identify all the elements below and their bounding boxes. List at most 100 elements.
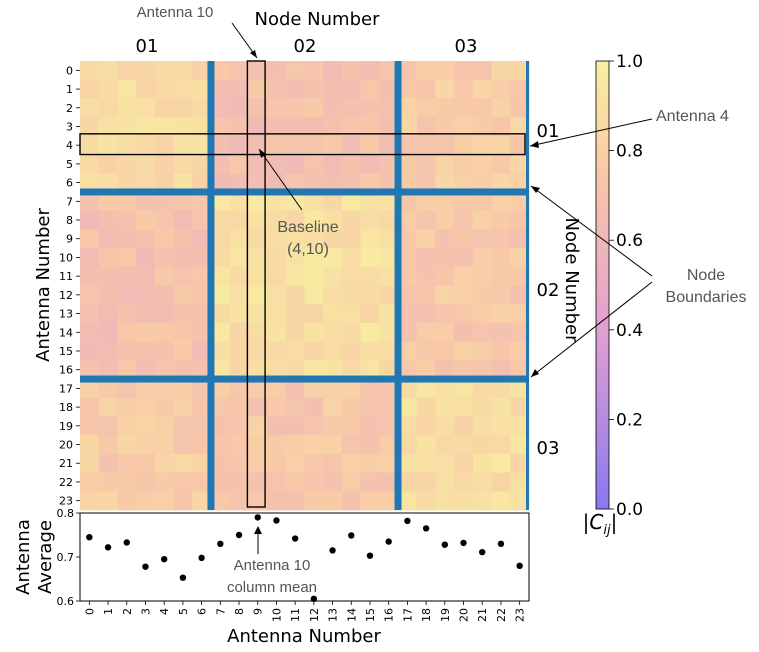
scatter-point [497, 540, 505, 547]
arrow-node-boundary-1 [530, 185, 653, 277]
scatter-x-tick-label: 6 [196, 608, 209, 615]
heatmap-cell [80, 453, 100, 473]
heatmap-cell [154, 379, 174, 399]
scatter-x-tick-label: 2 [121, 608, 134, 615]
scatter-x-tick-label: 16 [383, 608, 396, 622]
heatmap-cell [379, 117, 399, 137]
heatmap-cell [510, 435, 530, 455]
heatmap-cell [491, 285, 511, 305]
heatmap-cell [454, 397, 474, 417]
heatmap-cell [267, 248, 287, 268]
heatmap-cell [229, 248, 249, 268]
heatmap-cell [285, 210, 305, 230]
heatmap-cell [229, 453, 249, 473]
heatmap-cell [435, 397, 455, 417]
row-tick-label: 4 [66, 139, 73, 152]
heatmap-cell [304, 248, 324, 268]
heatmap-cell [117, 173, 137, 193]
heatmap-cell [136, 453, 156, 473]
heatmap-cell [491, 472, 511, 492]
heatmap-cell [136, 266, 156, 286]
heatmap-cell [117, 416, 137, 436]
heatmap-cell [360, 453, 380, 473]
heatmap-cell [491, 248, 511, 268]
arrowhead-column-mean [254, 526, 262, 534]
heatmap-cell [341, 453, 362, 473]
heatmap-cell [435, 117, 455, 137]
heatmap-cell [98, 379, 118, 399]
heatmap-cell [398, 117, 418, 137]
heatmap-cell [210, 61, 231, 81]
annotation-antenna-10: Antenna 10 [137, 4, 214, 21]
heatmap-cell [472, 191, 492, 212]
heatmap-cell [80, 285, 100, 305]
heatmap-cell [173, 98, 193, 118]
heatmap-cell [98, 191, 118, 212]
heatmap-cell [154, 79, 174, 99]
heatmap-cell [454, 341, 474, 361]
highlights [79, 60, 526, 508]
heatmap-cell [323, 379, 343, 399]
heatmap-cell [472, 472, 492, 492]
heatmap-cell [341, 285, 362, 305]
heatmap-cell [136, 98, 156, 118]
heatmap-cell [136, 229, 156, 249]
scatter-point [479, 548, 486, 556]
heatmap-cell [379, 229, 399, 249]
node-label-top-01: 01 [136, 36, 159, 57]
heatmap-cell [285, 379, 305, 399]
heatmap-cell [491, 229, 511, 249]
heatmap-cell [267, 322, 287, 343]
heatmap-cell [491, 379, 511, 399]
colorbar-ticks: 0.0 0.2 0.4 0.6 0.8 1.0 [609, 52, 643, 520]
heatmap-cell [98, 117, 118, 137]
heatmap-cell [379, 173, 399, 193]
heatmap-cell [379, 304, 399, 324]
scatter-point [198, 554, 205, 562]
heatmap-cell [117, 304, 137, 324]
heatmap-cell [379, 285, 399, 305]
heatmap-cell [192, 472, 212, 492]
scatter-point [348, 532, 355, 539]
annotation-antenna-4: Antenna 4 [656, 108, 729, 125]
heatmap-cell [472, 248, 492, 268]
heatmap-cell [435, 322, 455, 343]
heatmap-cells [80, 61, 530, 511]
heatmap-cell [379, 453, 399, 473]
scatter-x-ticks: 0 1 2 3 4 5 6 7 8 9 10 11 12 13 14 15 16 17 18 19 20 21 22 23 [83, 601, 527, 622]
arrow-node-boundary-2 [530, 281, 653, 378]
heatmap-cell [80, 379, 100, 399]
heatmap-cell [304, 154, 324, 174]
heatmap-cell [267, 285, 287, 305]
heatmap-cell [454, 61, 474, 81]
heatmap-cell [491, 98, 511, 118]
heatmap-cell [173, 79, 193, 99]
heatmap-cell [379, 135, 399, 155]
heatmap-cell [98, 210, 118, 230]
heatmap-cell [510, 341, 530, 361]
heatmap-cell [379, 154, 399, 174]
heatmap-cell [210, 79, 231, 99]
heatmap-cell [435, 229, 455, 249]
heatmap-cell [210, 285, 231, 305]
heatmap-cell [285, 98, 305, 118]
scatter-point [460, 539, 467, 547]
scatter-x-tick-label: 12 [308, 608, 321, 622]
heatmap-cell [323, 154, 343, 174]
heatmap-cell [454, 453, 474, 473]
heatmap-cell [229, 173, 249, 193]
heatmap-cell [491, 304, 511, 324]
arrow-antenna-4 [529, 118, 653, 147]
heatmap-cell [267, 154, 287, 174]
heatmap-cell [510, 379, 530, 399]
heatmap-cell [398, 435, 418, 455]
arrowhead-antenna-4 [530, 141, 539, 148]
row-tick-label: 11 [59, 270, 73, 283]
row-tick-label: 1 [66, 83, 73, 96]
heatmap-cell [398, 248, 418, 268]
heatmap-cell [192, 453, 212, 473]
heatmap-cell [379, 61, 399, 81]
heatmap-cell [173, 61, 193, 81]
heatmap-cell [229, 416, 249, 436]
